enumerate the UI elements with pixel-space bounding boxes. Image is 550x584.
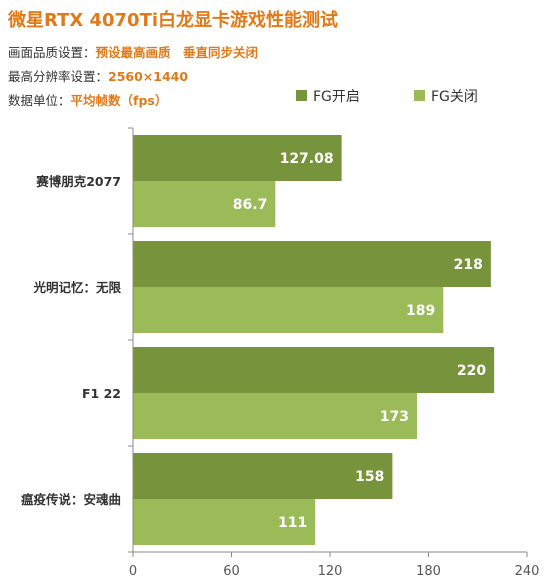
quality-label: 画面品质设置： (8, 45, 96, 60)
x-tick-label: 120 (318, 564, 343, 579)
unit-label: 数据单位： (8, 93, 71, 108)
legend-label: FG开启 (313, 89, 360, 105)
bar (133, 241, 491, 287)
chart-title: 微星RTX 4070Ti白龙显卡游戏性能测试 (8, 10, 339, 31)
bar-value-label: 111 (278, 515, 307, 531)
legend-swatch (296, 90, 307, 101)
x-tick-label: 60 (223, 564, 240, 579)
bar-value-label: 173 (380, 409, 409, 425)
resolution-value: 2560×1440 (108, 69, 189, 84)
bar (133, 181, 276, 227)
bar-value-label: 189 (406, 303, 435, 319)
category-label: 瘟疫传说：安魂曲 (21, 492, 121, 507)
unit-value: 平均帧数（fps） (70, 93, 168, 108)
quality-value: 预设最高画质 垂直同步关闭 (95, 45, 259, 60)
category-label: 光明记忆：无限 (32, 280, 121, 295)
bar (133, 135, 342, 181)
bar (133, 393, 418, 439)
x-tick-label: 240 (515, 564, 540, 579)
resolution-label: 最高分辨率设置： (8, 69, 109, 84)
legend-swatch (414, 90, 425, 101)
bar-value-label: 86.7 (233, 197, 268, 213)
x-tick-label: 0 (129, 564, 137, 579)
quality-setting: 画面品质设置：预设最高画质 垂直同步关闭 (8, 42, 258, 61)
bar (133, 347, 495, 393)
x-tick-label: 180 (416, 564, 441, 579)
bar-value-label: 127.08 (280, 151, 334, 167)
bar-value-label: 158 (355, 469, 384, 485)
bar (133, 499, 316, 545)
bar (133, 287, 444, 333)
bar-value-label: 220 (457, 363, 486, 379)
category-label: F1 22 (82, 386, 121, 401)
legend-label: FG关闭 (431, 89, 478, 105)
category-label: 赛博朋克2077 (35, 174, 121, 189)
bar (133, 453, 393, 499)
unit-setting: 数据单位：平均帧数（fps） (8, 90, 167, 109)
resolution-setting: 最高分辨率设置：2560×1440 (8, 66, 188, 85)
bar-value-label: 218 (454, 257, 483, 273)
